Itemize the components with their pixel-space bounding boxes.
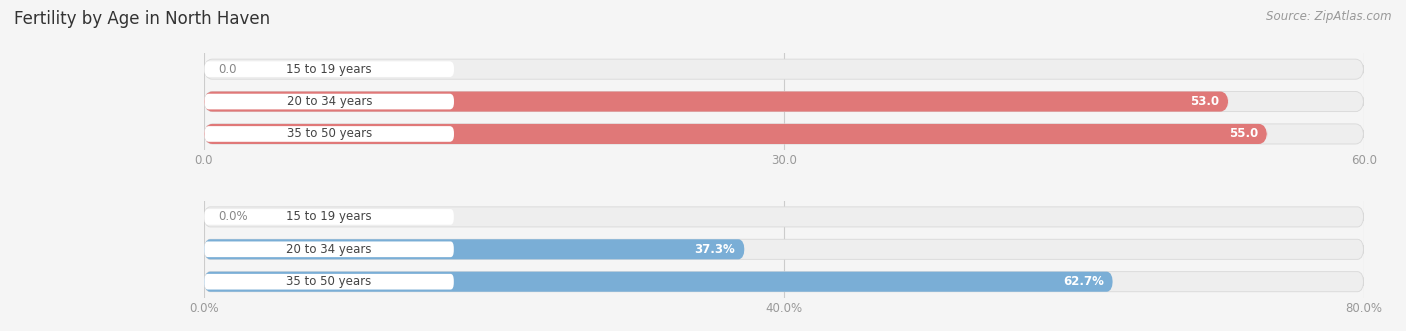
FancyBboxPatch shape [204,274,454,290]
Text: 55.0: 55.0 [1229,127,1258,140]
FancyBboxPatch shape [204,59,1364,79]
FancyBboxPatch shape [204,209,454,225]
FancyBboxPatch shape [204,124,1267,144]
FancyBboxPatch shape [204,272,1114,292]
Text: 15 to 19 years: 15 to 19 years [287,63,373,76]
Text: 35 to 50 years: 35 to 50 years [287,127,373,140]
Text: 35 to 50 years: 35 to 50 years [287,275,371,288]
FancyBboxPatch shape [205,94,454,109]
FancyBboxPatch shape [204,272,1364,292]
Text: Source: ZipAtlas.com: Source: ZipAtlas.com [1267,10,1392,23]
FancyBboxPatch shape [204,239,745,260]
FancyBboxPatch shape [204,91,1364,112]
FancyBboxPatch shape [204,242,454,257]
FancyBboxPatch shape [204,124,1364,144]
Text: 53.0: 53.0 [1189,95,1219,108]
Text: 15 to 19 years: 15 to 19 years [287,211,373,223]
FancyBboxPatch shape [205,61,454,77]
Text: 20 to 34 years: 20 to 34 years [287,95,373,108]
FancyBboxPatch shape [204,239,1364,260]
FancyBboxPatch shape [204,91,1229,112]
Text: Fertility by Age in North Haven: Fertility by Age in North Haven [14,10,270,28]
Text: 37.3%: 37.3% [695,243,735,256]
Text: 62.7%: 62.7% [1063,275,1104,288]
Text: 0.0%: 0.0% [218,211,247,223]
FancyBboxPatch shape [205,126,454,142]
FancyBboxPatch shape [204,207,1364,227]
Text: 20 to 34 years: 20 to 34 years [287,243,371,256]
Text: 0.0: 0.0 [218,63,236,76]
